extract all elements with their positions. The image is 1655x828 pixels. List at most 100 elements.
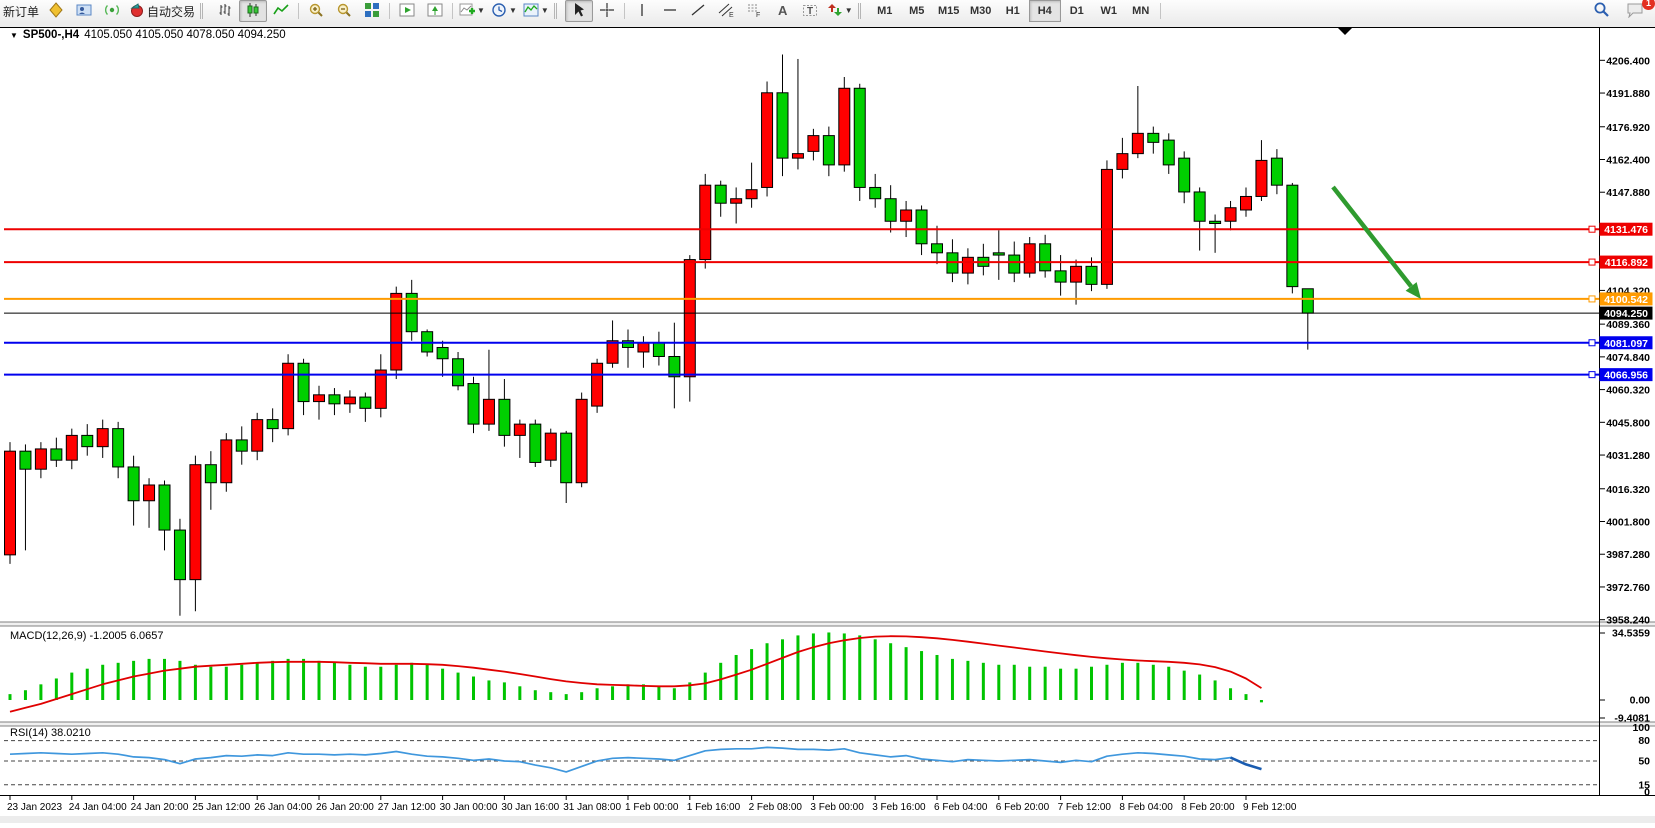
svg-text:A: A	[778, 3, 788, 18]
text-label-button[interactable]: T	[796, 0, 824, 22]
svg-text:1 Feb 00:00: 1 Feb 00:00	[625, 802, 679, 813]
cursor-button[interactable]	[564, 0, 593, 22]
svg-text:3 Feb 16:00: 3 Feb 16:00	[872, 802, 926, 813]
vertical-line-button[interactable]	[628, 0, 656, 22]
cursor-icon	[571, 2, 587, 21]
timeframe-h1-button[interactable]: H1	[1005, 5, 1020, 17]
bar-chart-icon	[217, 2, 233, 21]
text-button[interactable]: A	[768, 0, 796, 22]
svg-text:-9.4081: -9.4081	[1614, 713, 1650, 725]
timeframe-h4-button[interactable]: H4	[1028, 0, 1061, 22]
zoom-out-icon	[336, 2, 352, 21]
svg-text:4081.097: 4081.097	[1604, 338, 1648, 350]
crosshair-button[interactable]	[593, 0, 621, 22]
svg-text:6 Feb 04:00: 6 Feb 04:00	[934, 802, 988, 813]
new-order-icon-button[interactable]	[42, 0, 70, 22]
svg-text:4045.800: 4045.800	[1606, 417, 1650, 429]
fibonacci-button[interactable]: F	[740, 0, 768, 22]
svg-text:50: 50	[1638, 756, 1650, 768]
svg-text:27 Jan 12:00: 27 Jan 12:00	[378, 802, 436, 813]
equidistant-channel-button[interactable]: E	[712, 0, 740, 22]
chart-ohlc-values: 4105.050 4105.050 4078.050 4094.250	[84, 29, 286, 41]
timeframe-m30-button[interactable]: M30	[970, 5, 992, 17]
arrows-icon	[827, 2, 843, 21]
periods-button[interactable]: ▼	[488, 0, 520, 22]
svg-text:4094.250: 4094.250	[1604, 308, 1648, 320]
timeframe-m5-button[interactable]: M5	[909, 5, 925, 17]
tile-windows-button[interactable]	[358, 0, 386, 22]
templates-button[interactable]: ▼	[520, 0, 552, 22]
svg-text:4131.476: 4131.476	[1604, 224, 1648, 236]
timeframe-mn-button[interactable]: MN	[1132, 5, 1150, 17]
svg-text:4176.920: 4176.920	[1606, 122, 1650, 134]
svg-text:26 Jan 20:00: 26 Jan 20:00	[316, 802, 374, 813]
indicators-caret-icon: ▼	[477, 6, 485, 15]
chart-shift-button[interactable]	[421, 0, 449, 22]
macd-signal-value: 6.0657	[129, 630, 164, 642]
svg-text:4147.880: 4147.880	[1606, 187, 1650, 199]
candlestick-chart-button[interactable]	[239, 0, 268, 22]
svg-text:3 Feb 00:00: 3 Feb 00:00	[810, 802, 864, 813]
toolbar-grip[interactable]	[553, 3, 563, 19]
svg-text:24 Jan 20:00: 24 Jan 20:00	[131, 802, 189, 813]
svg-text:T: T	[807, 6, 813, 17]
bar-chart-button[interactable]	[211, 0, 239, 22]
svg-text:3958.240: 3958.240	[1606, 615, 1650, 627]
arrows-button[interactable]: ▼	[824, 0, 856, 22]
trendline-icon	[690, 2, 706, 21]
auto-scroll-icon	[399, 2, 415, 21]
svg-text:4001.800: 4001.800	[1606, 516, 1650, 528]
svg-text:6 Feb 20:00: 6 Feb 20:00	[996, 802, 1050, 813]
price-chart[interactable]: 4206.400 4191.880 4176.920 4162.400 4147.880…	[0, 22, 1655, 823]
svg-text:4060.320: 4060.320	[1606, 385, 1650, 397]
svg-text:31 Jan 08:00: 31 Jan 08:00	[563, 802, 621, 813]
alerts-button[interactable]	[98, 0, 126, 22]
trendline-button[interactable]	[684, 0, 712, 22]
line-chart-button[interactable]	[267, 0, 295, 22]
svg-text:E: E	[729, 12, 734, 18]
auto-scroll-button[interactable]	[393, 0, 421, 22]
data-window-icon	[76, 2, 92, 21]
autotrade-icon	[129, 2, 145, 21]
rsi-indicator-label: RSI(14) 38.0210	[10, 727, 91, 739]
new-order-button[interactable]: 新订单	[0, 0, 42, 22]
svg-text:4031.280: 4031.280	[1606, 450, 1650, 462]
macd-value: -1.2005	[89, 630, 127, 642]
svg-text:4162.400: 4162.400	[1606, 154, 1650, 166]
svg-text:3987.280: 3987.280	[1606, 549, 1650, 561]
timeframe-w1-button[interactable]: W1	[1100, 5, 1117, 17]
timeframe-bar: M1 M5 M15 M30 H1 H4 D1 W1 MN	[869, 0, 1157, 22]
svg-text:1 Feb 16:00: 1 Feb 16:00	[687, 802, 741, 813]
svg-text:34.5359: 34.5359	[1612, 628, 1650, 640]
data-window-button[interactable]	[70, 0, 98, 22]
toolbar-grip[interactable]	[200, 3, 209, 19]
timeframe-d1-button[interactable]: D1	[1069, 5, 1084, 17]
main-toolbar: 新订单 自动交易	[0, 0, 1655, 23]
svg-text:100: 100	[1632, 722, 1650, 734]
chart-window: 4206.400 4191.880 4176.920 4162.400 4147.880…	[0, 22, 1655, 823]
zoom-out-button[interactable]	[330, 0, 358, 22]
indicators-button[interactable]: ▼	[456, 0, 488, 22]
svg-text:80: 80	[1638, 735, 1650, 747]
notifications-button[interactable]: 1	[1621, 0, 1655, 22]
chart-menu-triangle-icon[interactable]: ▼	[10, 30, 18, 40]
zoom-in-icon	[308, 2, 324, 21]
periods-caret-icon: ▼	[508, 6, 517, 15]
svg-text:4116.892: 4116.892	[1605, 257, 1648, 269]
autotrade-button[interactable]: 自动交易	[126, 0, 198, 22]
autotrade-label: 自动交易	[147, 4, 196, 19]
text-label-icon: T	[802, 2, 818, 21]
rsi-value: 38.0210	[50, 727, 91, 739]
svg-text:25 Jan 12:00: 25 Jan 12:00	[192, 802, 250, 813]
toolbar-grip[interactable]	[857, 3, 867, 19]
svg-text:15: 15	[1638, 779, 1650, 791]
timeframe-m15-button[interactable]: M15	[938, 5, 960, 17]
zoom-in-button[interactable]	[302, 0, 330, 22]
timeframe-m1-button[interactable]: M1	[877, 5, 893, 17]
line-chart-icon	[273, 2, 289, 21]
svg-text:23 Jan 2023: 23 Jan 2023	[7, 802, 62, 813]
svg-text:2 Feb 08:00: 2 Feb 08:00	[749, 802, 803, 813]
svg-text:4089.360: 4089.360	[1606, 319, 1650, 331]
search-button[interactable]	[1587, 0, 1615, 22]
horizontal-line-button[interactable]	[656, 0, 684, 22]
